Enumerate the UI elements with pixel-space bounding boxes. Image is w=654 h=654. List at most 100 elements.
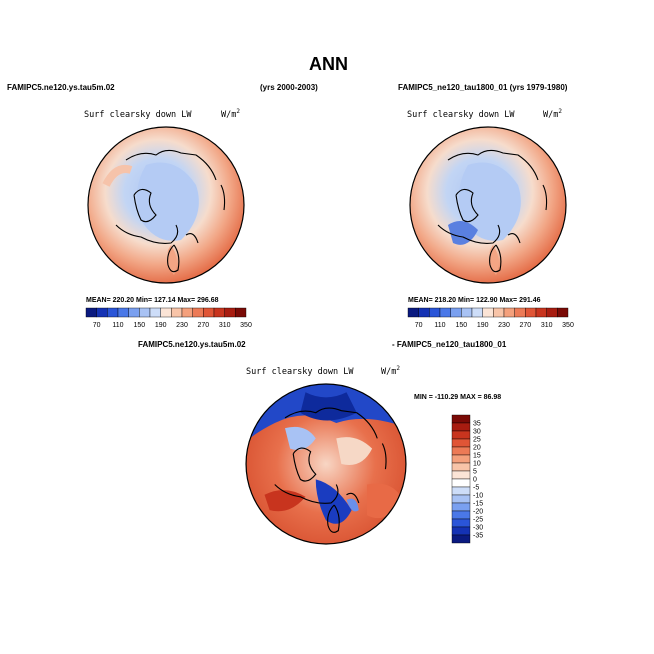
- panel2-colorbar: 70 110 150 190 230 270 310 350: [407, 307, 574, 329]
- panel3-colorbar-swatch: [451, 518, 471, 528]
- panel3-colorbar-tick-label: 25: [473, 437, 481, 444]
- panel3-colorbar-tick-label: -10: [473, 493, 483, 500]
- panel3-colorbar-swatch: [451, 478, 471, 488]
- panel3-colorbar-swatch: [451, 462, 471, 472]
- panel1-colorbar-swatch: [192, 307, 204, 318]
- panel3-colorbar-swatch: [451, 446, 471, 456]
- panel3-colorbar-swatch: [451, 494, 471, 504]
- panel3-colorbar-swatch: [451, 414, 471, 424]
- panel3-minmax: MIN = -110.29 MAX = 86.98: [414, 394, 502, 401]
- panel2-units: W/m2: [543, 108, 562, 120]
- panel3-colorbar-swatch: [451, 534, 471, 544]
- panel1-colorbar: 70 110 150 190 230 270 310 350: [85, 307, 252, 329]
- panel3-colorbar-swatch: [451, 486, 471, 496]
- panel3-colorbar-tick-label: 10: [473, 461, 481, 468]
- panel3-colorbar-tick-label: -35: [473, 533, 483, 540]
- panel2-colorbar-swatch: [461, 307, 473, 318]
- panel1-years: (yrs 2000-2003): [260, 83, 318, 92]
- panel3-colorbar-tick-label: -25: [473, 517, 483, 524]
- panel2-colorbar-swatch: [482, 307, 494, 318]
- panel3-colorbar-tick-label: 30: [473, 429, 481, 436]
- panel1-variable: Surf clearsky down LW: [84, 110, 192, 120]
- panel1-stats: MEAN= 220.20 Min= 127.14 Max= 296.68: [86, 297, 219, 304]
- panel2-colorbar-tick-label: 70: [415, 322, 423, 329]
- panel3-colorbar-swatch: [451, 454, 471, 464]
- panel3-colorbar-tick-label: -20: [473, 509, 483, 516]
- panel2-colorbar-tick-label: 230: [498, 322, 510, 329]
- panel3-case-left: FAMIPC5.ne120.ys.tau5m.02: [138, 340, 246, 349]
- panel1-colorbar-swatch: [107, 307, 119, 318]
- panel1-colorbar-swatch: [117, 307, 129, 318]
- panel3-colorbar-tick-label: 15: [473, 453, 481, 460]
- panel1-colorbar-tick-label: 110: [112, 322, 123, 329]
- panel1-coastlines: [115, 149, 226, 273]
- panel1-colorbar-swatch: [160, 307, 172, 318]
- panel3-colorbar-tick-label: -15: [473, 501, 483, 508]
- panel2-colorbar-tick-label: 310: [541, 322, 553, 329]
- panel1-colorbar-tick-label: 150: [133, 322, 145, 329]
- panel3-coastlines: [274, 407, 387, 533]
- panel2-colorbar-tick-label: 150: [455, 322, 467, 329]
- panel3-colorbar-tick-label: 20: [473, 445, 481, 452]
- panel1-colorbar-tick-label: 270: [197, 322, 209, 329]
- panel3-colorbar-tick-label: 0: [473, 477, 477, 484]
- panel1-colorbar-swatch: [128, 307, 140, 318]
- panel2-colorbar-tick-label: 350: [562, 322, 574, 329]
- panel3-colorbar-tick-label: -30: [473, 525, 483, 532]
- panel2-colorbar-swatch: [450, 307, 462, 318]
- panel2-colorbar-tick-label: 270: [519, 322, 531, 329]
- panel3-units: W/m2: [381, 365, 400, 377]
- panel1-colorbar-swatch: [96, 307, 108, 318]
- panel1-colorbar-swatch: [85, 307, 97, 318]
- panel1-colorbar-tick-label: 70: [93, 322, 101, 329]
- panel2-variable: Surf clearsky down LW: [407, 110, 515, 120]
- panel1-colorbar-tick-label: 310: [219, 322, 231, 329]
- panel1-colorbar-swatch: [203, 307, 215, 318]
- panel2-colorbar-tick-label: 190: [477, 322, 489, 329]
- panel1-colorbar-swatch: [224, 307, 236, 318]
- panel3-variable: Surf clearsky down LW: [246, 367, 354, 377]
- panel2-colorbar-swatch: [429, 307, 441, 318]
- panel1-colorbar-tick-label: 190: [155, 322, 167, 329]
- panel2-colorbar-swatch: [493, 307, 505, 318]
- panel2-colorbar-swatch: [471, 307, 483, 318]
- panel2-case-name: FAMIPC5_ne120_tau1800_01 (yrs 1979-1980): [398, 83, 568, 92]
- panel3-colorbar-swatch: [451, 470, 471, 480]
- panel1-colorbar-tick-label: 230: [176, 322, 188, 329]
- panel1-colorbar-swatch: [213, 307, 225, 318]
- panel3-colorbar-tick-label: 35: [473, 421, 481, 428]
- panel2-colorbar-swatch: [407, 307, 419, 318]
- panel1-colorbar-swatch: [181, 307, 193, 318]
- panel3-colorbar-tick-label: -5: [473, 485, 479, 492]
- panel1-colorbar-swatch: [171, 307, 183, 318]
- panel1-units: W/m2: [221, 108, 240, 120]
- panel2-colorbar-swatch: [525, 307, 537, 318]
- page-title: ANN: [309, 54, 348, 74]
- panel2-colorbar-tick-label: 110: [434, 322, 445, 329]
- panel3-diff-map: [245, 383, 407, 545]
- panel3-colorbar-swatch: [451, 502, 471, 512]
- panel1-colorbar-swatch: [149, 307, 161, 318]
- panel2-colorbar-swatch: [503, 307, 515, 318]
- panel3-colorbar-swatch: [451, 526, 471, 536]
- panel2-colorbar-swatch: [418, 307, 430, 318]
- panel3-colorbar-swatch: [451, 510, 471, 520]
- panel1-map: [87, 126, 245, 284]
- panel1-colorbar-swatch: [235, 307, 247, 318]
- panel2-coastlines: [437, 149, 548, 273]
- panel2-colorbar-swatch: [439, 307, 451, 318]
- panel3-case-right: - FAMIPC5_ne120_tau1800_01: [392, 340, 507, 349]
- panel2-stats: MEAN= 218.20 Min= 122.90 Max= 291.46: [408, 297, 541, 304]
- panel3-colorbar-tick-label: 5: [473, 469, 477, 476]
- panel1-colorbar-tick-label: 350: [240, 322, 252, 329]
- panel3-colorbar-swatch: [451, 422, 471, 432]
- panel2-colorbar-swatch: [514, 307, 526, 318]
- panel2-colorbar-swatch: [546, 307, 558, 318]
- panel2-map: [409, 126, 567, 284]
- panel3-colorbar-swatch: [451, 438, 471, 448]
- panel1-colorbar-swatch: [139, 307, 151, 318]
- panel2-colorbar-swatch: [535, 307, 547, 318]
- panel1-case-name: FAMIPC5.ne120.ys.tau5m.02: [7, 83, 115, 92]
- panel3-colorbar-swatch: [451, 430, 471, 440]
